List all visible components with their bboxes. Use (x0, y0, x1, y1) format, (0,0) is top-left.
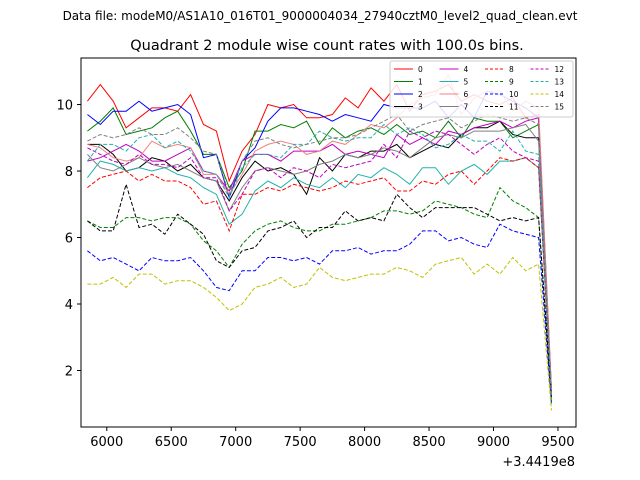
legend-label-7: 7 (464, 103, 469, 112)
legend-label-14: 14 (555, 90, 565, 99)
series-line-15 (87, 113, 552, 394)
x-tick-label: 8500 (413, 435, 446, 450)
plot-frame (80, 57, 577, 428)
x-tick-label: 6000 (90, 435, 123, 450)
legend-label-1: 1 (418, 78, 423, 87)
series-line-9 (87, 186, 552, 404)
x-tick-label: 9000 (477, 435, 510, 450)
y-tick-label: 10 (56, 99, 73, 114)
legend-label-3: 3 (418, 103, 423, 112)
axes: 6000 6500 7000 7500 8000 8500 9000 9500 2 4 6 8 10 (56, 99, 574, 450)
legend-label-10: 10 (509, 90, 519, 99)
series-line-3 (87, 120, 552, 398)
x-tick-label: 8000 (348, 435, 381, 450)
y-tick-label: 6 (65, 232, 73, 247)
series-line-8 (87, 157, 552, 401)
chart-suptitle: Data file: modeM0/AS1A10_016T01_90000040… (63, 9, 578, 23)
legend-label-0: 0 (418, 65, 423, 74)
series-line-13 (87, 123, 552, 401)
series-lines (87, 73, 552, 411)
legend-label-11: 11 (509, 103, 519, 112)
legend-label-5: 5 (464, 78, 469, 87)
y-tick-label: 4 (65, 298, 73, 313)
legend-box (389, 60, 574, 118)
y-tick-label: 8 (65, 165, 73, 180)
legend-label-6: 6 (464, 90, 469, 99)
x-offset-label: +3.4419e8 (502, 455, 575, 470)
chart-title: Quadrant 2 module wise count rates with … (130, 38, 524, 54)
series-line-11 (87, 182, 552, 398)
legend-label-2: 2 (418, 90, 423, 99)
series-line-6 (87, 73, 552, 391)
legend-label-8: 8 (509, 65, 514, 74)
x-tick-label: 6500 (155, 435, 188, 450)
legend-label-4: 4 (464, 65, 469, 74)
x-tick-label: 7000 (219, 435, 252, 450)
series-line-2 (87, 90, 552, 394)
series-line-14 (87, 256, 552, 411)
x-tick-label: 7500 (284, 435, 317, 450)
y-tick-label: 2 (65, 364, 73, 379)
legend-label-15: 15 (555, 103, 565, 112)
legend-label-9: 9 (509, 78, 514, 87)
series-line-0 (87, 83, 552, 391)
series-line-10 (87, 223, 552, 404)
series-line-12 (87, 130, 552, 398)
legend-label-12: 12 (555, 65, 565, 74)
legend-label-13: 13 (555, 78, 565, 87)
x-tick-label: 9500 (541, 435, 574, 450)
series-line-5 (87, 157, 552, 401)
series-line-7 (87, 123, 552, 398)
